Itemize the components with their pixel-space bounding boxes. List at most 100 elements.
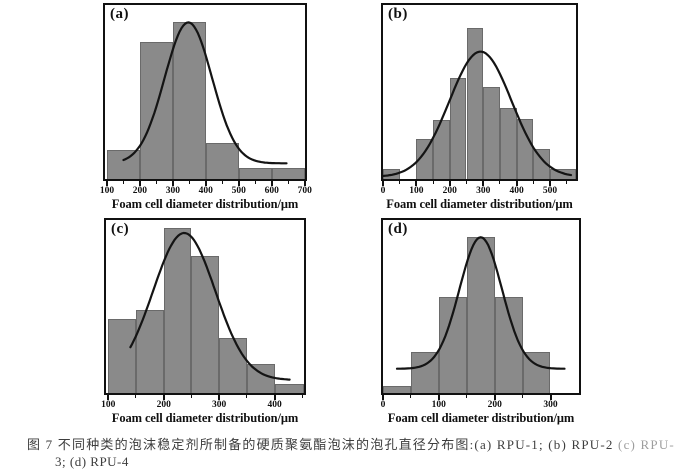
x-tick-label: 600 [264,186,279,196]
minor-tick [566,181,568,184]
histogram-bar [274,383,304,393]
x-tick-label: 700 [297,186,312,196]
minor-tick [188,181,190,184]
plot-area-c: (c) [104,218,306,395]
major-tick [382,395,384,400]
caption-line2: 3; (d) RPU-4 [55,454,129,469]
histogram-bar [410,351,439,393]
x-tick-label: 400 [267,400,282,410]
minor-tick [123,181,124,184]
x-tick-label: 300 [165,186,181,196]
minor-tick [522,395,524,398]
panel-label-c: (c) [111,221,130,237]
x-axis-c: 100 200 300 400 [101,395,304,413]
major-tick [382,181,384,186]
x-tick-label: 100 [101,400,116,410]
major-tick [162,395,165,400]
plot-area-d: (d) [381,218,581,395]
minor-tick [301,395,303,398]
minor-tick [399,181,401,184]
panel-c: (c) 100 200 300 400 Foam cell diameter dist… [101,218,306,428]
figure-caption: 图 7 不同种类的泡沫稳定剂所制备的硬质聚氨酯泡沫的泡孔直径分布图:(a) RP… [27,436,683,470]
histogram-bar [466,237,495,393]
histogram-bar [466,27,484,179]
panel-b: (b) 0 100 200 300 400 500 Foam cell diameter … [381,3,578,213]
histogram-bar [139,41,173,179]
histogram-bar [516,119,534,179]
histogram-bar [433,119,450,179]
x-tick-label: 300 [543,400,558,410]
major-tick [171,181,174,186]
histogram-bar [135,310,164,393]
histogram-bar [438,297,467,393]
x-tick-label: 100 [409,186,424,196]
minor-tick [190,395,192,398]
major-tick [138,181,141,186]
histogram-bar [522,351,551,393]
major-tick [270,181,273,186]
minor-tick [432,181,434,184]
x-axis-title-c: Foam cell diameter distribution/μm [111,411,299,425]
major-tick [107,395,110,400]
x-tick-label: 0 [380,186,386,196]
panel-label-a: (a) [110,6,129,22]
x-axis-b: 0 100 200 300 400 500 [380,181,576,199]
x-axis-a: 100 200 300 400 500 600 700 [100,181,312,199]
major-tick [218,395,221,400]
x-axis-title-a: Foam cell diameter distribution/μm [111,197,299,211]
histogram-bar [499,107,517,179]
x-tick-label: 200 [442,186,457,196]
major-tick [237,181,240,186]
histogram-bar [416,138,434,179]
histogram-bar [172,22,206,179]
histogram-bar [383,386,411,393]
minor-tick [466,395,468,398]
minor-tick [532,181,534,184]
minor-tick [254,181,256,184]
x-tick-label: 200 [132,186,148,196]
minor-tick [466,181,467,184]
major-tick [303,181,306,186]
histogram-bar [483,86,500,179]
x-tick-label: 300 [211,400,227,410]
minor-tick [155,181,157,184]
major-tick [106,181,108,186]
minor-tick [287,181,289,184]
major-tick [204,181,207,186]
histogram-bar [383,168,400,179]
caption-line1: 图 7 不同种类的泡沫稳定剂所制备的硬质聚氨酯泡沫的泡孔直径分布图:(a) RP… [27,437,614,452]
histogram-bar [449,78,467,179]
histogram-bar [163,227,192,393]
plot-area-b: (b) [381,3,578,181]
x-tick-label: 100 [431,400,446,410]
histogram-bar [494,297,523,393]
x-tick-label: 100 [99,186,115,196]
x-tick-label: 0 [380,400,386,410]
x-tick-label: 200 [156,400,171,410]
minor-tick [246,395,248,398]
x-tick-label: 400 [509,186,524,196]
histogram-bar [550,168,576,179]
histogram-bar [219,337,247,393]
histogram-bar [107,150,140,179]
panel-label-b: (b) [388,6,408,22]
panel-d: (d) 0 100 200 300 Foam cell diameter distri… [381,218,581,428]
major-tick [415,181,418,186]
histogram-bar [238,167,272,179]
major-tick [493,395,496,400]
caption-line1-faded: (c) RPU- [613,437,675,452]
x-tick-label: 200 [487,400,502,410]
major-tick [515,181,518,186]
major-tick [273,395,276,400]
histogram-bar [191,255,220,393]
histogram-bar [108,318,136,393]
minor-tick [410,395,412,398]
major-tick [549,181,551,186]
histogram-bar [271,167,305,179]
minor-tick [221,181,223,184]
x-tick-label: 500 [542,186,558,196]
x-axis-title-b: Foam cell diameter distribution/μm [386,197,573,211]
major-tick [482,181,485,186]
x-axis-title-d: Foam cell diameter distribution/μm [387,411,575,425]
